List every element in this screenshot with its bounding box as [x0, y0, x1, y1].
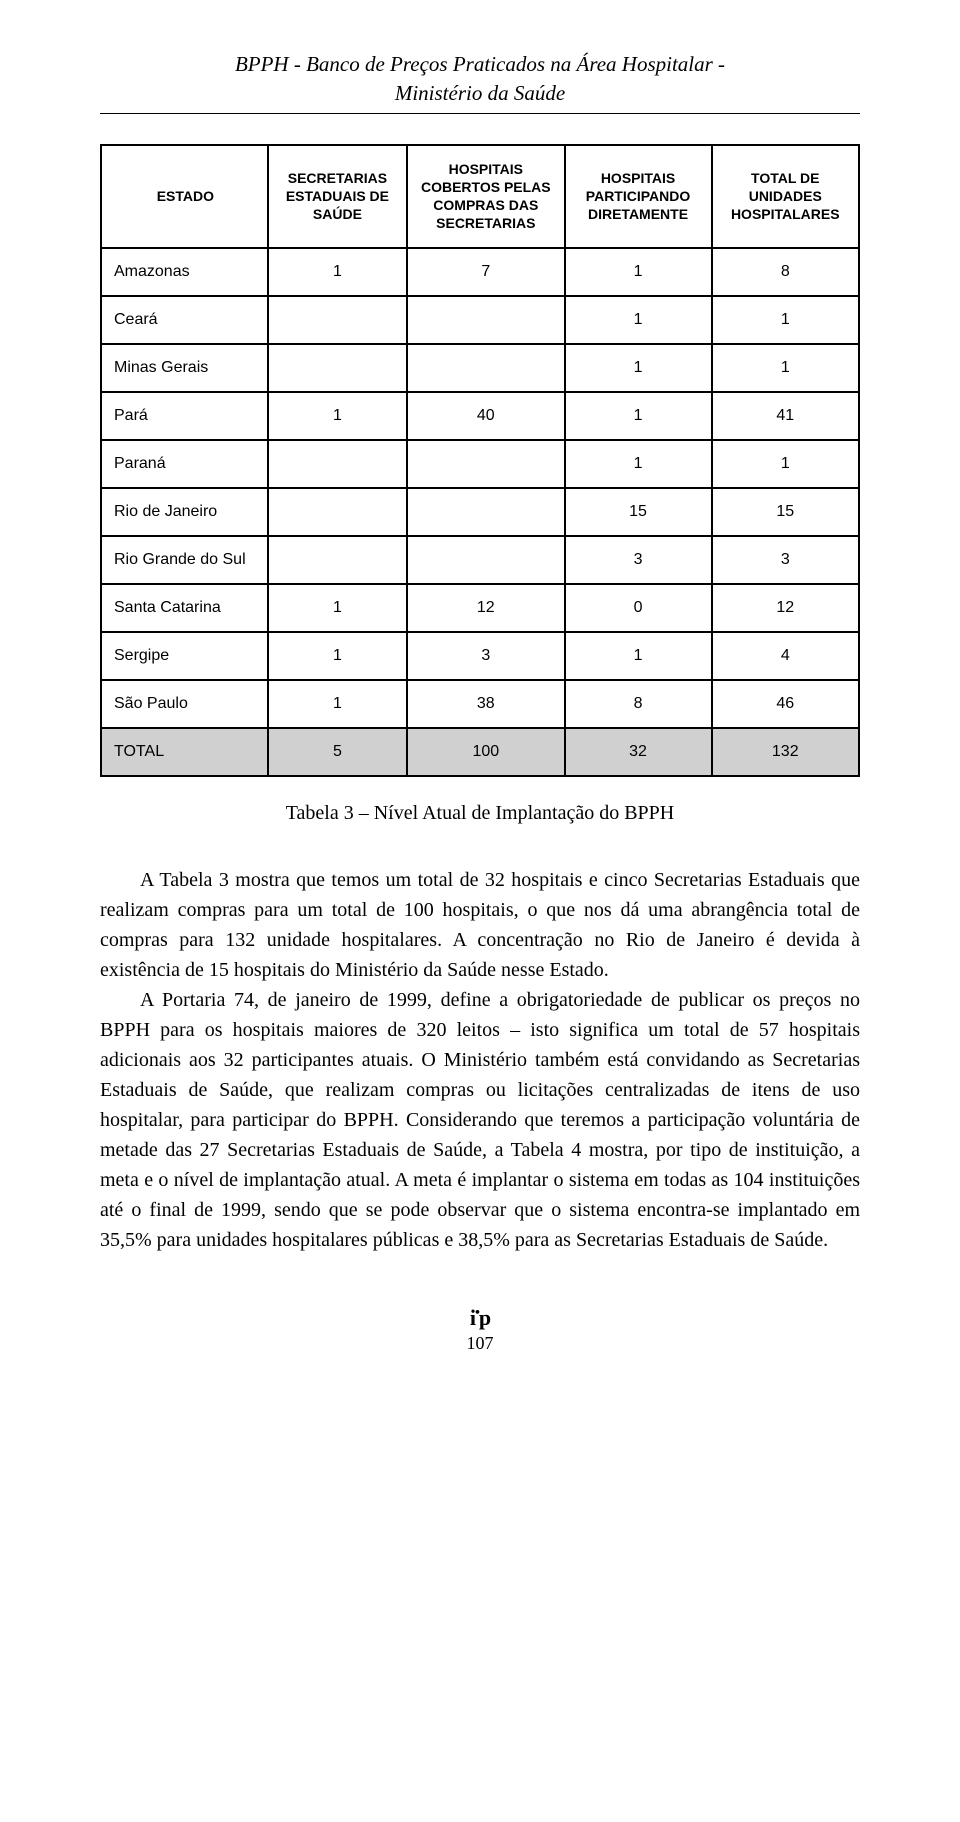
col-estado: ESTADO [101, 145, 268, 248]
cell-c4: 1 [712, 440, 859, 488]
paragraph-2: A Portaria 74, de janeiro de 1999, defin… [100, 985, 860, 1255]
table-caption: Tabela 3 – Nível Atual de Implantação do… [100, 802, 860, 825]
document-header: BPPH - Banco de Preços Praticados na Áre… [100, 50, 860, 109]
cell-estado: Rio de Janeiro [101, 488, 268, 536]
cell-c4: 1 [712, 296, 859, 344]
header-rule [100, 113, 860, 114]
cell-c4: 8 [712, 248, 859, 296]
cell-c3: 1 [565, 344, 712, 392]
table-row: São Paulo 1 38 8 46 [101, 680, 859, 728]
cell-c1: 1 [268, 632, 407, 680]
cell-c1 [268, 536, 407, 584]
header-line-1: BPPH - Banco de Preços Praticados na Áre… [235, 52, 725, 76]
page-footer: i•p 107 [100, 1305, 860, 1354]
cell-c2 [407, 440, 564, 488]
cell-c1: 1 [268, 248, 407, 296]
cell-c2 [407, 344, 564, 392]
cell-c3: 1 [565, 296, 712, 344]
cell-c4: 41 [712, 392, 859, 440]
table-header-row: ESTADO SECRETARIAS ESTADUAIS DE SAÚDE HO… [101, 145, 859, 248]
cell-c2 [407, 536, 564, 584]
table-body: Amazonas 1 7 1 8 Ceará 1 1 Minas Gerais … [101, 248, 859, 776]
table-row: Santa Catarina 1 12 0 12 [101, 584, 859, 632]
cell-c2: 12 [407, 584, 564, 632]
cell-c4: 1 [712, 344, 859, 392]
cell-total-c1: 5 [268, 728, 407, 776]
cell-c2: 7 [407, 248, 564, 296]
table-row: Rio de Janeiro 15 15 [101, 488, 859, 536]
hospitals-table: ESTADO SECRETARIAS ESTADUAIS DE SAÚDE HO… [100, 144, 860, 777]
cell-c3: 1 [565, 632, 712, 680]
cell-c1 [268, 440, 407, 488]
col-cobertos: HOSPITAIS COBERTOS PELAS COMPRAS DAS SEC… [407, 145, 564, 248]
header-line-2: Ministério da Saúde [395, 81, 565, 105]
cell-estado: Paraná [101, 440, 268, 488]
page-number: 107 [100, 1333, 860, 1354]
cell-c1: 1 [268, 680, 407, 728]
cell-c3: 3 [565, 536, 712, 584]
table-row: Rio Grande do Sul 3 3 [101, 536, 859, 584]
cell-c1: 1 [268, 584, 407, 632]
cell-c2: 3 [407, 632, 564, 680]
col-participando: HOSPITAIS PARTICIPANDO DIRETAMENTE [565, 145, 712, 248]
cell-total-c4: 132 [712, 728, 859, 776]
body-text: A Tabela 3 mostra que temos um total de … [100, 865, 860, 1255]
cell-estado: Ceará [101, 296, 268, 344]
cell-c4: 15 [712, 488, 859, 536]
cell-estado: Amazonas [101, 248, 268, 296]
table-row: Sergipe 1 3 1 4 [101, 632, 859, 680]
paragraph-1: A Tabela 3 mostra que temos um total de … [100, 865, 860, 985]
cell-c3: 0 [565, 584, 712, 632]
cell-total-label: TOTAL [101, 728, 268, 776]
cell-c3: 1 [565, 440, 712, 488]
cell-c3: 1 [565, 248, 712, 296]
table-row: Paraná 1 1 [101, 440, 859, 488]
table-row: Pará 1 40 1 41 [101, 392, 859, 440]
cell-estado: Sergipe [101, 632, 268, 680]
cell-total-c2: 100 [407, 728, 564, 776]
cell-c4: 46 [712, 680, 859, 728]
cell-c4: 3 [712, 536, 859, 584]
cell-c2: 38 [407, 680, 564, 728]
cell-c1 [268, 296, 407, 344]
cell-c3: 1 [565, 392, 712, 440]
cell-estado: Santa Catarina [101, 584, 268, 632]
cell-c4: 12 [712, 584, 859, 632]
cell-c2: 40 [407, 392, 564, 440]
cell-estado: Rio Grande do Sul [101, 536, 268, 584]
cell-c1 [268, 488, 407, 536]
table-row: Ceará 1 1 [101, 296, 859, 344]
table-total-row: TOTAL 5 100 32 132 [101, 728, 859, 776]
table-row: Minas Gerais 1 1 [101, 344, 859, 392]
cell-c2 [407, 488, 564, 536]
cell-c3: 8 [565, 680, 712, 728]
cell-total-c3: 32 [565, 728, 712, 776]
cell-c4: 4 [712, 632, 859, 680]
cell-estado: Minas Gerais [101, 344, 268, 392]
col-total: TOTAL DE UNIDADES HOSPITALARES [712, 145, 859, 248]
cell-c3: 15 [565, 488, 712, 536]
cell-estado: Pará [101, 392, 268, 440]
cell-c1 [268, 344, 407, 392]
cell-c1: 1 [268, 392, 407, 440]
table-row: Amazonas 1 7 1 8 [101, 248, 859, 296]
logo-icon: i•p [100, 1305, 860, 1331]
col-secretarias: SECRETARIAS ESTADUAIS DE SAÚDE [268, 145, 407, 248]
cell-c2 [407, 296, 564, 344]
cell-estado: São Paulo [101, 680, 268, 728]
